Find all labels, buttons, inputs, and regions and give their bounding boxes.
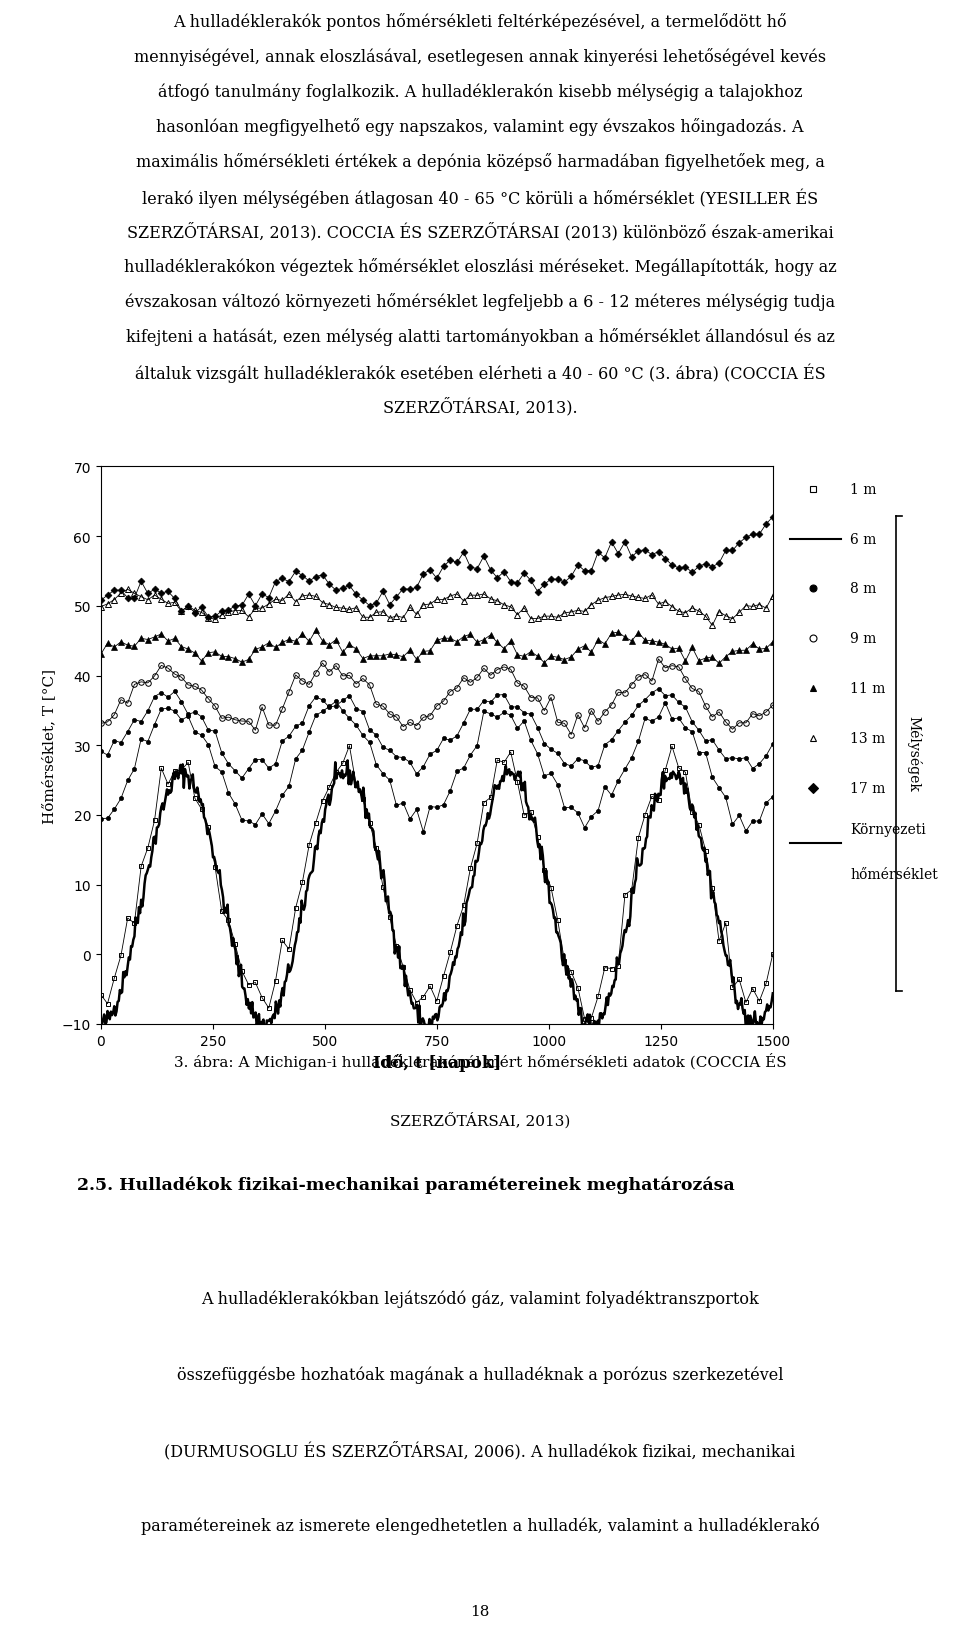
Text: 11 m: 11 m (850, 682, 885, 695)
Text: 1 m: 1 m (850, 482, 876, 497)
Text: évszakosan változó környezeti hőmérséklet legfeljebb a 6 - 12 méteres mélységig : évszakosan változó környezeti hőmérsékle… (125, 293, 835, 311)
Text: átfogó tanulmány foglalkozik. A hulladéklerakón kisebb mélységig a talajokhoz: átfogó tanulmány foglalkozik. A hulladék… (157, 84, 803, 100)
Text: mennyiségével, annak eloszlásával, esetlegesen annak kinyerési lehetőségével kev: mennyiségével, annak eloszlásával, esetl… (134, 48, 826, 66)
Text: kifejteni a hatását, ezen mélység alatti tartományokban a hőmérséklet állandósul: kifejteni a hatását, ezen mélység alatti… (126, 328, 834, 346)
Text: 8 m: 8 m (850, 582, 876, 597)
Text: A hulladéklerakókban lejátszódó gáz, valamint folyadéktranszportok: A hulladéklerakókban lejátszódó gáz, val… (202, 1290, 758, 1306)
Text: hulladéklerakókon végeztek hőmérséklet eloszlási méréseket. Megállapították, hog: hulladéklerakókon végeztek hőmérséklet e… (124, 257, 836, 275)
Text: általuk vizsgált hulladéklerakók esetében elérheti a 40 - 60 °C (3. ábra) (COCCI: általuk vizsgált hulladéklerakók esetébe… (134, 362, 826, 382)
Text: A hulladéklerakók pontos hőmérsékleti feltérképezésével, a termelődött hő: A hulladéklerakók pontos hőmérsékleti fe… (173, 13, 787, 31)
Text: 6 m: 6 m (850, 533, 876, 546)
Text: SZERZŐTÁRSAI, 2013). COCCIA ÉS SZERZŐTÁRSAI (2013) különböző észak-amerikai: SZERZŐTÁRSAI, 2013). COCCIA ÉS SZERZŐTÁR… (127, 223, 833, 241)
Text: lerakó ilyen mélységében átlagosan 40 - 65 °C körüli a hőmérséklet (YESILLER ÉS: lerakó ilyen mélységében átlagosan 40 - … (142, 188, 818, 208)
Text: SZERZŐTÁRSAI, 2013).: SZERZŐTÁRSAI, 2013). (383, 398, 577, 416)
Text: 2.5. Hulladékok fizikai-mechanikai paramétereinek meghatározása: 2.5. Hulladékok fizikai-mechanikai param… (77, 1177, 734, 1193)
Text: Mélységek: Mélységek (906, 716, 922, 792)
Text: (DURMUSOGLU ÉS SZERZŐTÁRSAI, 2006). A hulladékok fizikai, mechanikai: (DURMUSOGLU ÉS SZERZŐTÁRSAI, 2006). A hu… (164, 1441, 796, 1460)
Text: maximális hőmérsékleti értékek a depónia középső harmadában figyelhetőek meg, a: maximális hőmérsékleti értékek a depónia… (135, 152, 825, 170)
Text: hőmérséklet: hőmérséklet (850, 867, 938, 882)
Text: 9 m: 9 m (850, 633, 876, 646)
Text: Környezeti: Környezeti (850, 823, 925, 838)
Text: 17 m: 17 m (850, 782, 885, 795)
Text: SZERZŐTÁRSAI, 2013): SZERZŐTÁRSAI, 2013) (390, 1111, 570, 1128)
Y-axis label: Hőmérséklet, T [°C]: Hőmérséklet, T [°C] (42, 669, 57, 823)
X-axis label: Idő, t [napok]: Idő, t [napok] (372, 1054, 501, 1072)
Text: összefüggésbe hozhatóak magának a hulladéknak a porózus szerkezetével: összefüggésbe hozhatóak magának a hullad… (177, 1365, 783, 1383)
Text: 13 m: 13 m (850, 731, 885, 746)
Text: 3. ábra: A Michigan-i hulladéklerakónál mért hőmérsékleti adatok (COCCIA ÉS: 3. ábra: A Michigan-i hulladéklerakónál … (174, 1052, 786, 1069)
Text: paramétereinek az ismerete elengedhetetlen a hulladék, valamint a hulladéklerakó: paramétereinek az ismerete elengedhetetl… (140, 1516, 820, 1534)
Text: hasonlóan megfigyelhető egy napszakos, valamint egy évszakos hőingadozás. A: hasonlóan megfigyelhető egy napszakos, v… (156, 118, 804, 136)
Text: 18: 18 (470, 1603, 490, 1618)
